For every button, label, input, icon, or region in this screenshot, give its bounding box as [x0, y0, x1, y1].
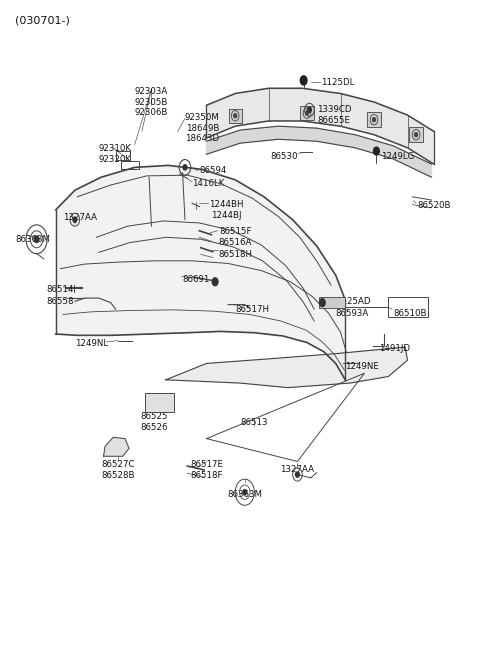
Text: 92350M
18649B
18643D: 92350M 18649B 18643D — [185, 113, 220, 143]
FancyBboxPatch shape — [409, 128, 423, 142]
FancyBboxPatch shape — [300, 106, 314, 121]
Text: 86513: 86513 — [240, 418, 268, 427]
Text: 86518H: 86518H — [218, 250, 252, 259]
Text: 1339CD
86655E: 1339CD 86655E — [317, 105, 351, 125]
Polygon shape — [166, 347, 408, 388]
Circle shape — [415, 133, 418, 137]
Text: 86520B: 86520B — [417, 202, 451, 210]
Text: 1249NL: 1249NL — [75, 339, 108, 348]
Text: 86593A: 86593A — [336, 309, 369, 318]
Text: 1327AA: 1327AA — [63, 213, 97, 222]
Circle shape — [73, 217, 77, 222]
Circle shape — [306, 111, 309, 115]
Text: 86530: 86530 — [270, 152, 298, 160]
Text: 86558: 86558 — [46, 297, 73, 306]
FancyBboxPatch shape — [145, 393, 174, 413]
Circle shape — [300, 76, 307, 85]
Text: 1249NE: 1249NE — [345, 362, 379, 371]
Text: 86517H: 86517H — [235, 305, 269, 314]
Circle shape — [372, 118, 375, 122]
Text: 86691: 86691 — [182, 275, 210, 284]
Text: 92310K
92320K: 92310K 92320K — [99, 144, 132, 164]
Circle shape — [212, 278, 218, 286]
Text: 86515F
86516A: 86515F 86516A — [218, 227, 252, 247]
Text: 86510B: 86510B — [393, 309, 427, 318]
Polygon shape — [56, 166, 345, 380]
Polygon shape — [206, 88, 434, 164]
Text: 86514: 86514 — [46, 285, 73, 294]
Text: 86525
86526: 86525 86526 — [140, 413, 168, 432]
Text: 1125DL: 1125DL — [322, 78, 355, 87]
Text: 1249LG: 1249LG — [381, 152, 415, 160]
Text: 86517E
86518F: 86517E 86518F — [190, 460, 223, 480]
Circle shape — [320, 299, 325, 307]
FancyBboxPatch shape — [228, 109, 242, 123]
Text: 86363M: 86363M — [228, 490, 262, 498]
Text: 92303A
92305B
92306B: 92303A 92305B 92306B — [135, 86, 168, 117]
Text: 86527C
86528B: 86527C 86528B — [101, 460, 135, 480]
Text: 1327AA: 1327AA — [280, 466, 314, 474]
Circle shape — [34, 236, 39, 242]
Polygon shape — [104, 438, 129, 457]
Circle shape — [234, 114, 237, 118]
Text: 1125AD: 1125AD — [336, 297, 370, 306]
Circle shape — [183, 165, 187, 170]
Text: 1244BH
1244BJ: 1244BH 1244BJ — [209, 200, 243, 219]
Text: 1491JD: 1491JD — [379, 344, 410, 353]
Text: (030701-): (030701-) — [15, 15, 70, 25]
Text: 86363M: 86363M — [15, 234, 50, 244]
Text: 1416LK: 1416LK — [192, 179, 225, 188]
FancyBboxPatch shape — [367, 113, 381, 127]
Circle shape — [308, 107, 312, 113]
Circle shape — [296, 472, 300, 477]
Text: 86594: 86594 — [199, 166, 227, 175]
Polygon shape — [206, 126, 432, 177]
Circle shape — [243, 489, 247, 495]
Circle shape — [373, 147, 379, 155]
FancyBboxPatch shape — [319, 297, 345, 308]
